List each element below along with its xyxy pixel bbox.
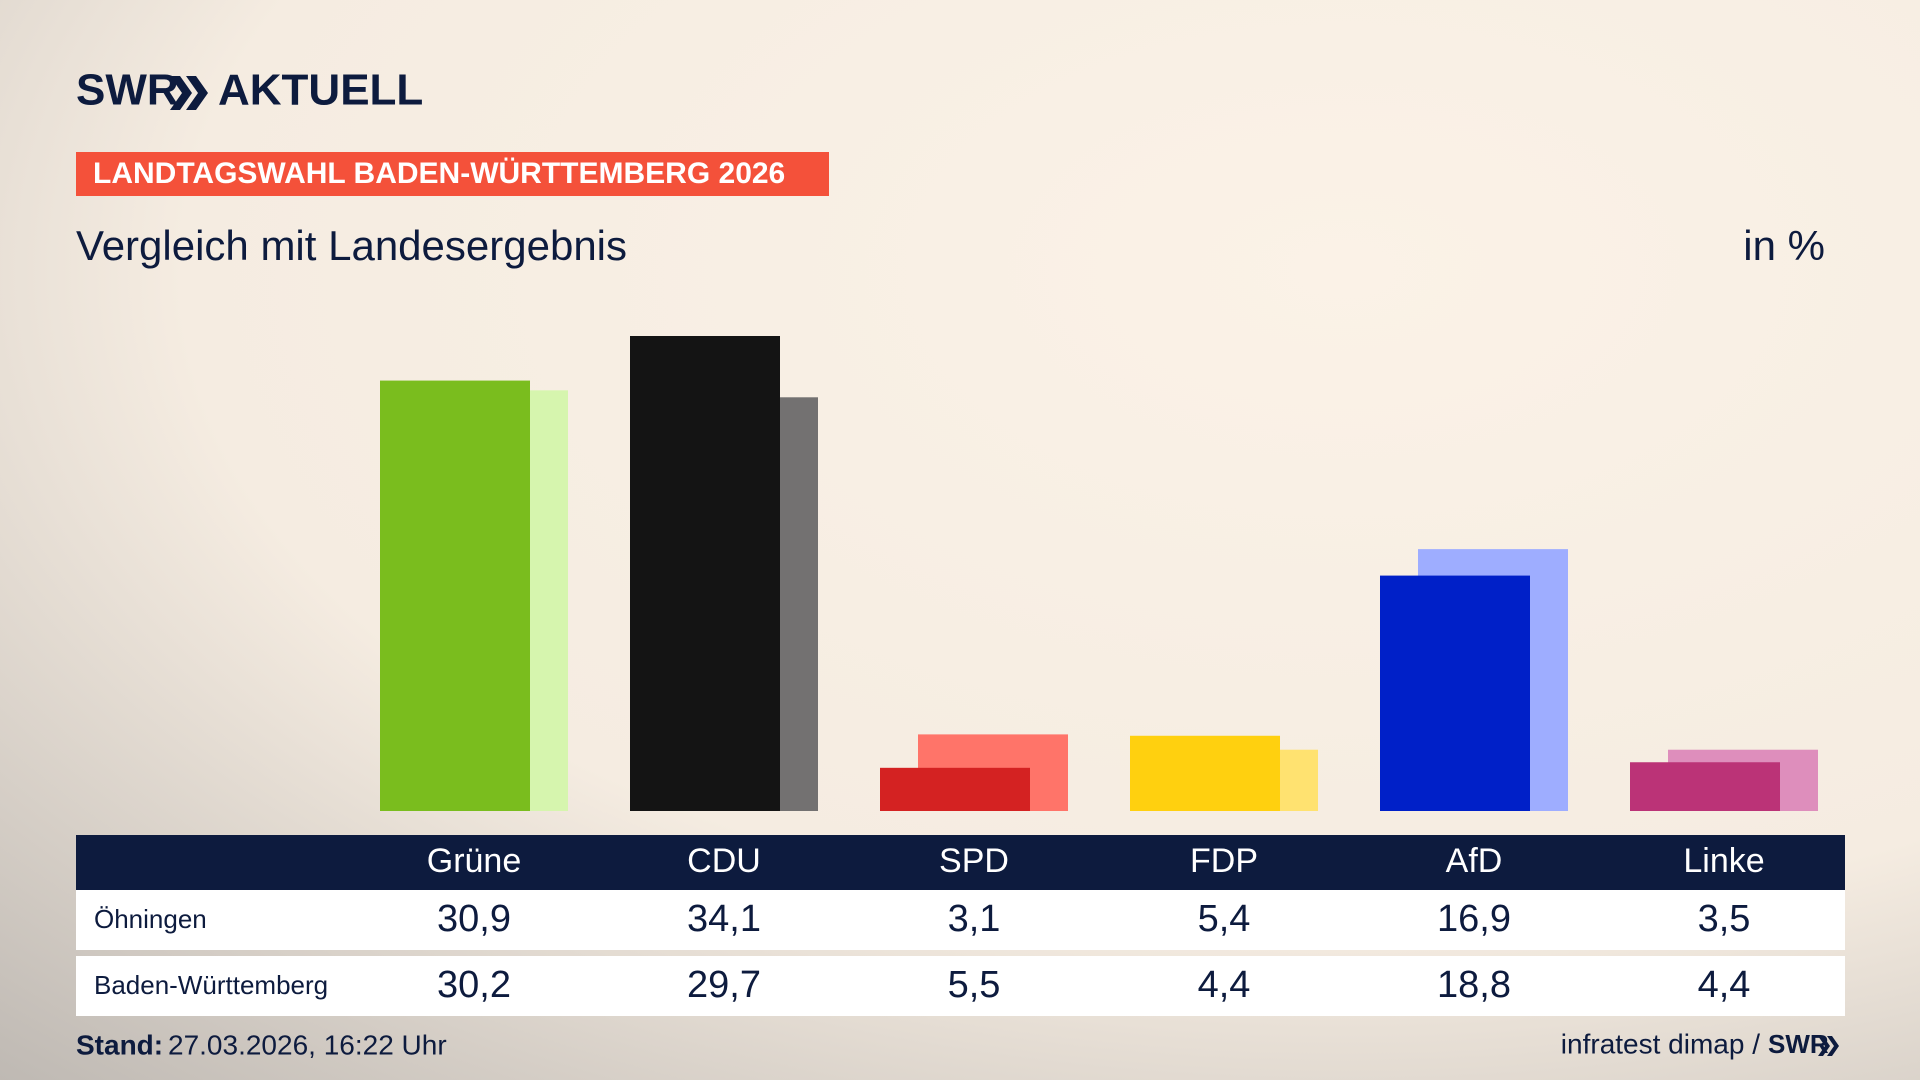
bar [1130,735,1280,811]
table-row [76,956,1845,1016]
column-header: SPD [939,842,1009,880]
value-cell: 30,2 [437,964,511,1006]
table-header [76,835,1845,890]
column-header: Grüne [427,842,522,880]
value-cell: 5,5 [948,964,1001,1006]
column-header: FDP [1190,842,1258,880]
value-cell: 18,8 [1437,964,1511,1006]
value-cell: 3,5 [1698,898,1751,940]
bar [630,336,780,811]
source-logo: SWR [1768,1029,1829,1059]
value-cell: 29,7 [687,964,761,1006]
chart-title: Vergleich mit Landesergebnis [76,222,627,269]
stand: 27.03.2026, 16:22 Uhr [168,1029,447,1060]
bar [1380,575,1530,811]
row-label: Baden-Württemberg [94,970,328,1000]
logo-chevrons [170,76,208,110]
value-cell: 16,9 [1437,898,1511,940]
column-header: CDU [687,842,761,880]
bar [380,380,530,811]
column-header: AfD [1446,842,1503,880]
source-chevrons [1818,1036,1839,1056]
value-cell: 4,4 [1198,964,1251,1006]
source: infratest dimap / [1561,1028,1760,1059]
unit: in % [1743,222,1825,269]
table-row [76,890,1845,950]
value-cell: 5,4 [1198,898,1251,940]
bar [880,767,1030,811]
logo-product: AKTUELL [218,66,423,115]
kicker: LANDTAGSWAHL BADEN-WÜRTTEMBERG 2026 [93,157,785,190]
stand-label: Stand: [76,1029,163,1060]
bar [1630,762,1780,811]
logo-name: SWR [76,66,179,115]
value-cell: 34,1 [687,898,761,940]
value-cell: 3,1 [948,898,1001,940]
value-cell: 4,4 [1698,964,1751,1006]
kicker-banner [76,152,829,196]
row-label: Öhningen [94,904,207,934]
column-header: Linke [1683,842,1764,880]
value-cell: 30,9 [437,898,511,940]
